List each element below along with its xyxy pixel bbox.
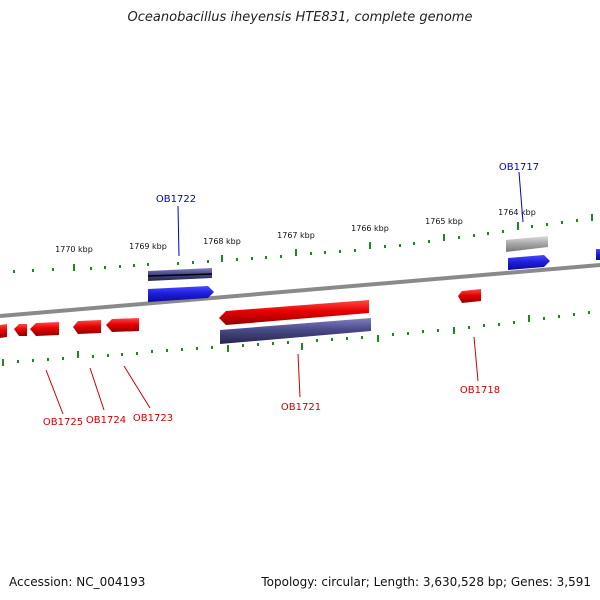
- genome-summary-text: Topology: circular; Length: 3,630,528 bp…: [261, 575, 591, 589]
- label-ob1723[interactable]: OB1723: [133, 413, 173, 424]
- leader-ob1722: [177, 205, 180, 257]
- scale-label-1768: 1768 kbp: [203, 237, 241, 246]
- leader-ob1718: [473, 336, 479, 382]
- genome-backbone: [0, 263, 600, 318]
- gene-ob1725-a[interactable]: [14, 324, 27, 336]
- leader-ob1717: [518, 171, 524, 223]
- gene-ob1721-reverse[interactable]: [219, 300, 369, 325]
- gene-ob1723[interactable]: [106, 318, 139, 332]
- scale-label-1764: 1764 kbp: [498, 208, 536, 217]
- label-ob1717[interactable]: OB1717: [499, 162, 539, 173]
- gene-ob1718[interactable]: [458, 289, 481, 303]
- leader-ob1723: [123, 365, 151, 409]
- label-ob1718[interactable]: OB1718: [460, 385, 500, 396]
- lower-scale-ticks: [2, 311, 590, 366]
- scale-label-1770: 1770 kbp: [55, 245, 93, 254]
- accession-text: Accession: NC_004193: [9, 575, 146, 589]
- leader-ob1725: [45, 369, 64, 415]
- label-ob1721[interactable]: OB1721: [281, 402, 321, 413]
- leader-ob1721: [297, 353, 301, 398]
- gene-reverse-edge[interactable]: [0, 324, 7, 338]
- gene-ob1721-rna[interactable]: [220, 318, 371, 344]
- gene-forward-edge[interactable]: [596, 249, 600, 260]
- label-ob1725[interactable]: OB1725: [43, 417, 83, 428]
- upper-scale-ticks: [13, 214, 593, 273]
- gene-ob1717-pseudo[interactable]: [506, 236, 548, 252]
- gene-ob1722-forward[interactable]: [148, 286, 214, 302]
- scale-label-1767: 1767 kbp: [277, 231, 315, 240]
- gene-ob1717-forward[interactable]: [508, 255, 550, 270]
- gene-ob1724[interactable]: [73, 320, 101, 334]
- map-title: Oceanobacillus iheyensis HTE831, complet…: [127, 10, 473, 25]
- label-ob1724[interactable]: OB1724: [86, 415, 126, 426]
- scale-label-1769: 1769 kbp: [129, 242, 167, 251]
- scale-label-1766: 1766 kbp: [351, 224, 389, 233]
- leader-ob1724: [89, 367, 105, 411]
- gene-ob1725-b[interactable]: [30, 322, 59, 336]
- scale-label-1765: 1765 kbp: [425, 217, 463, 226]
- gene-ob1722-rna[interactable]: [147, 268, 213, 281]
- label-ob1722[interactable]: OB1722: [156, 194, 196, 205]
